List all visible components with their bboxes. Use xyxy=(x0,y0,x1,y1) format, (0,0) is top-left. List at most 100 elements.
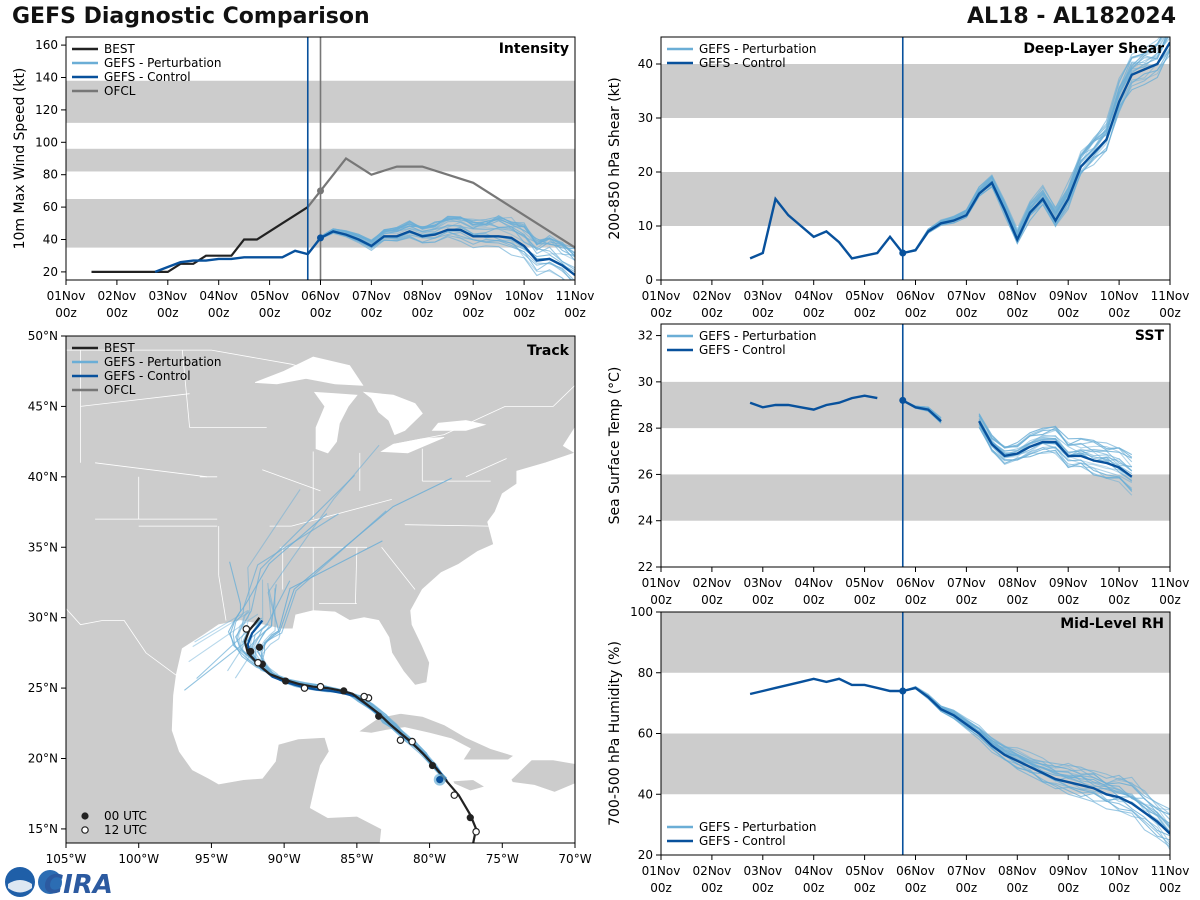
intensity-xtick-hour-label: 00z xyxy=(157,306,179,320)
intensity-xtick-day-label: 07Nov xyxy=(352,289,391,303)
sst-xtick-hour-label: 00z xyxy=(1057,593,1079,607)
page-title: GEFS Diagnostic Comparison xyxy=(12,4,370,29)
intensity-xtick-hour-label: 00z xyxy=(106,306,128,320)
rh-ytick-label: 40 xyxy=(638,787,653,801)
rh-control-marker xyxy=(899,687,907,695)
rh-xtick-hour-label: 00z xyxy=(1108,881,1130,895)
sst-ytick-label: 22 xyxy=(638,560,653,574)
rh-xtick-hour-label: 00z xyxy=(854,881,876,895)
rh-perturbation-line xyxy=(902,686,1170,829)
shear-ytick-label: 40 xyxy=(638,57,653,71)
shear-plot-area xyxy=(749,37,1170,260)
state-border-11 xyxy=(262,469,321,492)
track-ytick-label: 35°N xyxy=(28,540,58,554)
hispaniola-land xyxy=(510,759,575,793)
track-frame xyxy=(65,335,576,844)
rh-perturbation-line xyxy=(902,686,1170,811)
sst-band-0 xyxy=(661,474,1170,521)
track-point-00utc xyxy=(466,814,474,822)
sst-plot-area xyxy=(749,394,1133,496)
sst-xtick-hour-label: 00z xyxy=(803,593,825,607)
track-point-00utc xyxy=(255,643,264,651)
cira-logo: CIRA xyxy=(5,867,113,898)
intensity-control-marker xyxy=(317,234,324,242)
rh-xtick-hour-label: 00z xyxy=(1159,881,1181,895)
intensity-xtick-day-label: 09Nov xyxy=(454,289,493,303)
legend-label-perturbation: GEFS - Perturbation xyxy=(699,42,816,56)
sst-ytick-label: 30 xyxy=(638,375,653,389)
intensity-ytick-label: 120 xyxy=(35,103,58,117)
sst-perturbation-line xyxy=(978,415,1133,456)
track-xtick-label: 85°W xyxy=(340,852,373,866)
storm-id: AL18 - AL182024 xyxy=(967,4,1176,29)
track-point-00utc xyxy=(247,647,255,656)
rh-perturbation-line xyxy=(902,686,1170,827)
sst-xtick-day-label: 07Nov xyxy=(947,576,986,590)
shear-perturbation-line xyxy=(902,37,1164,254)
legend-label-perturbation: GEFS - Perturbation xyxy=(699,329,816,343)
intensity-ytick-label: 140 xyxy=(35,71,58,85)
intensity-ytick-label: 160 xyxy=(35,38,58,52)
sst-xtick-hour-label: 00z xyxy=(752,593,774,607)
track-point-12utc xyxy=(254,658,262,667)
track-panel: 105°W 100°W 95°W 90°W 85°W 80°W 75°W 70°W 15°N 20… xyxy=(28,329,592,866)
shear-title: Deep-Layer Shear xyxy=(1023,41,1164,57)
intensity-xtick-day-label: 03Nov xyxy=(148,289,187,303)
rh-perturbation-line xyxy=(902,686,1170,810)
intensity-ytick-label: 100 xyxy=(35,135,58,149)
shear-xtick-day-label: 10Nov xyxy=(1100,289,1139,303)
lake-huron xyxy=(362,391,423,436)
track-xtick-label: 95°W xyxy=(195,852,228,866)
shear-xtick-hour-label: 00z xyxy=(854,306,876,320)
cira-globe-icon xyxy=(38,870,62,894)
track-ytick-label: 25°N xyxy=(28,681,58,695)
legend-label-control: GEFS - Control xyxy=(104,369,191,383)
intensity-title: Intensity xyxy=(499,41,569,57)
intensity-ylabel: 10m Max Wind Speed (kt) xyxy=(12,68,28,250)
sst-perturbation-line xyxy=(978,423,1133,482)
jamaica-land xyxy=(452,779,486,792)
rh-xtick-hour-label: 00z xyxy=(905,881,927,895)
sst-xtick-hour-label: 00z xyxy=(1007,593,1029,607)
sst-xtick-day-label: 05Nov xyxy=(845,576,884,590)
sst-xtick-day-label: 11Nov xyxy=(1151,576,1190,590)
shear-perturbation-line xyxy=(902,48,1170,254)
lake-michigan xyxy=(313,391,358,454)
sst-perturbation-line xyxy=(978,419,1133,472)
state-border-25 xyxy=(465,458,507,478)
shear-xtick-day-label: 09Nov xyxy=(1049,289,1088,303)
rh-plot-area xyxy=(749,677,1170,850)
sst-panel: 22 24 26 28 30 32 01Nov 00z 02Nov 00z 03Nov 00z 04No… xyxy=(607,323,1190,607)
shear-perturbation-line xyxy=(902,37,1167,254)
sst-ytick-label: 24 xyxy=(638,514,653,528)
shear-control-line xyxy=(749,41,1170,260)
rh-xtick-hour-label: 00z xyxy=(701,881,723,895)
rh-ytick-label: 80 xyxy=(638,666,653,680)
us-canada-border-east xyxy=(393,384,575,445)
intensity-xtick-hour-label: 00z xyxy=(208,306,230,320)
legend-label-control: GEFS - Control xyxy=(699,56,786,70)
rh-xtick-hour-label: 00z xyxy=(803,881,825,895)
shear-xtick-day-label: 07Nov xyxy=(947,289,986,303)
sst-xtick-day-label: 08Nov xyxy=(998,576,1037,590)
sst-xtick-day-label: 01Nov xyxy=(642,576,681,590)
shear-xtick-day-label: 03Nov xyxy=(743,289,782,303)
intensity-ofcl-line xyxy=(306,157,575,249)
track-point-12utc xyxy=(360,692,368,701)
intensity-xtick-hour-label: 00z xyxy=(310,306,332,320)
intensity-xtick-hour-label: 00z xyxy=(361,306,383,320)
intensity-ytick-label: 40 xyxy=(43,233,58,247)
sst-xtick-hour-label: 00z xyxy=(956,593,978,607)
shear-xtick-day-label: 02Nov xyxy=(693,289,732,303)
sst-xtick-hour-label: 00z xyxy=(905,593,927,607)
intensity-xtick-day-label: 11Nov xyxy=(556,289,595,303)
sst-xtick-day-label: 06Nov xyxy=(896,576,935,590)
sst-control-line xyxy=(902,399,942,423)
sst-xtick-hour-label: 00z xyxy=(650,593,672,607)
rh-xtick-day-label: 09Nov xyxy=(1049,864,1088,878)
rh-ytick-label: 20 xyxy=(638,848,653,862)
track-ytick-label: 20°N xyxy=(28,752,58,766)
track-point-12utc xyxy=(450,791,459,799)
legend-label-control: GEFS - Control xyxy=(699,343,786,357)
sst-control-marker xyxy=(899,396,907,404)
